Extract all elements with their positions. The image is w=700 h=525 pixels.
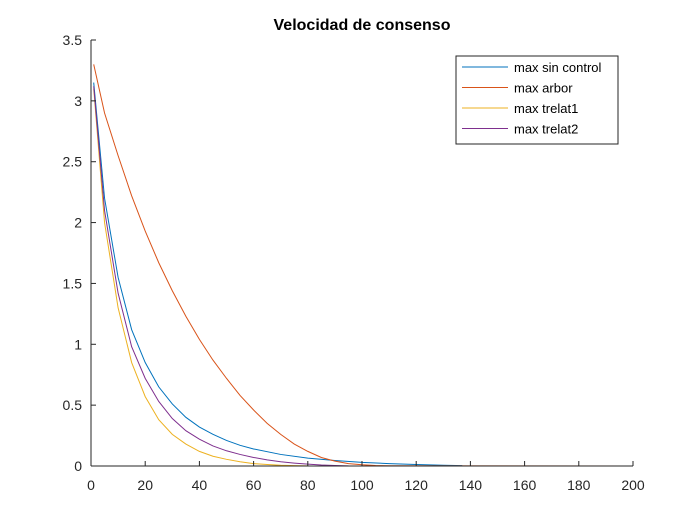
- axes: 0 20 40 60 80 100 120 140 160 180 200 0 0.5 1 1.5 2 2.5 3…: [63, 32, 645, 493]
- y-tick-label: 0: [74, 458, 82, 474]
- chart-title: Velocidad de consenso: [274, 17, 451, 34]
- series-line-3: [93, 88, 308, 467]
- series-line-4: [93, 86, 349, 467]
- legend-box: [455, 55, 619, 145]
- legend-label-2: max arbor: [514, 81, 573, 96]
- x-tick-label: 140: [459, 477, 483, 493]
- x-tick-label: 0: [87, 477, 95, 493]
- x-tick-label: 80: [300, 477, 316, 493]
- x-tick-label: 120: [405, 477, 429, 493]
- legend-label-4: max trelat2: [514, 122, 578, 137]
- x-tick-label: 200: [621, 477, 645, 493]
- y-tick-label: 3.5: [63, 32, 83, 48]
- x-tick-label: 180: [567, 477, 591, 493]
- x-tick-label: 100: [350, 477, 374, 493]
- y-tick-label: 0.5: [63, 397, 83, 413]
- y-tick-label: 3: [74, 93, 82, 109]
- plot-area: [93, 64, 634, 467]
- y-tick-label: 2.5: [63, 154, 83, 170]
- y-tick-label: 1.5: [63, 275, 83, 291]
- y-tick-label: 2: [74, 215, 82, 231]
- legend: max sin control max arbor max trelat1 max t…: [455, 55, 619, 145]
- x-tick-label: 60: [246, 477, 262, 493]
- y-tick-label: 1: [74, 336, 82, 352]
- x-tick-label: 20: [137, 477, 153, 493]
- x-tick-label: 160: [513, 477, 537, 493]
- legend-label-3: max trelat1: [514, 101, 578, 116]
- series-line-2: [93, 64, 634, 467]
- legend-label-1: max sin control: [514, 60, 602, 75]
- series-line-1: [93, 82, 463, 467]
- x-tick-label: 40: [192, 477, 208, 493]
